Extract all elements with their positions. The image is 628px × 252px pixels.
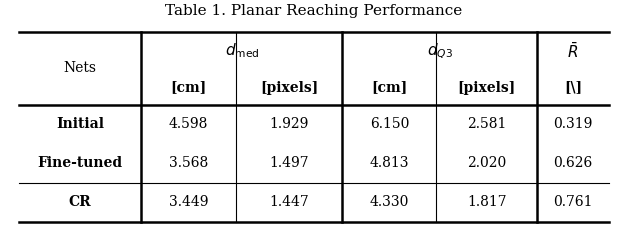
Text: Nets: Nets [63,61,97,75]
Text: $d_{\mathrm{med}}$: $d_{\mathrm{med}}$ [225,42,259,60]
Text: [cm]: [cm] [170,81,207,94]
Text: $\bar{R}$: $\bar{R}$ [568,42,578,60]
Text: 4.598: 4.598 [169,117,208,131]
Text: 2.581: 2.581 [467,117,506,131]
Text: 0.319: 0.319 [553,117,593,131]
Text: 6.150: 6.150 [370,117,409,131]
Text: 0.761: 0.761 [553,195,593,209]
Text: CR: CR [68,195,92,209]
Text: Fine-tuned: Fine-tuned [38,156,122,170]
Text: 4.330: 4.330 [370,195,409,209]
Text: 1.497: 1.497 [269,156,309,170]
Text: [\]: [\] [564,81,582,94]
Text: 1.929: 1.929 [269,117,308,131]
Text: [pixels]: [pixels] [458,81,516,94]
Text: $d_{Q3}$: $d_{Q3}$ [426,41,453,61]
Text: 3.449: 3.449 [169,195,208,209]
Text: 2.020: 2.020 [467,156,506,170]
Text: Initial: Initial [56,117,104,131]
Text: 1.447: 1.447 [269,195,309,209]
Text: [cm]: [cm] [371,81,408,94]
Text: 3.568: 3.568 [169,156,208,170]
Text: 0.626: 0.626 [553,156,593,170]
Text: 4.813: 4.813 [370,156,409,170]
Text: 1.817: 1.817 [467,195,507,209]
Text: [pixels]: [pixels] [260,81,318,94]
Text: Table 1. Planar Reaching Performance: Table 1. Planar Reaching Performance [165,4,463,18]
